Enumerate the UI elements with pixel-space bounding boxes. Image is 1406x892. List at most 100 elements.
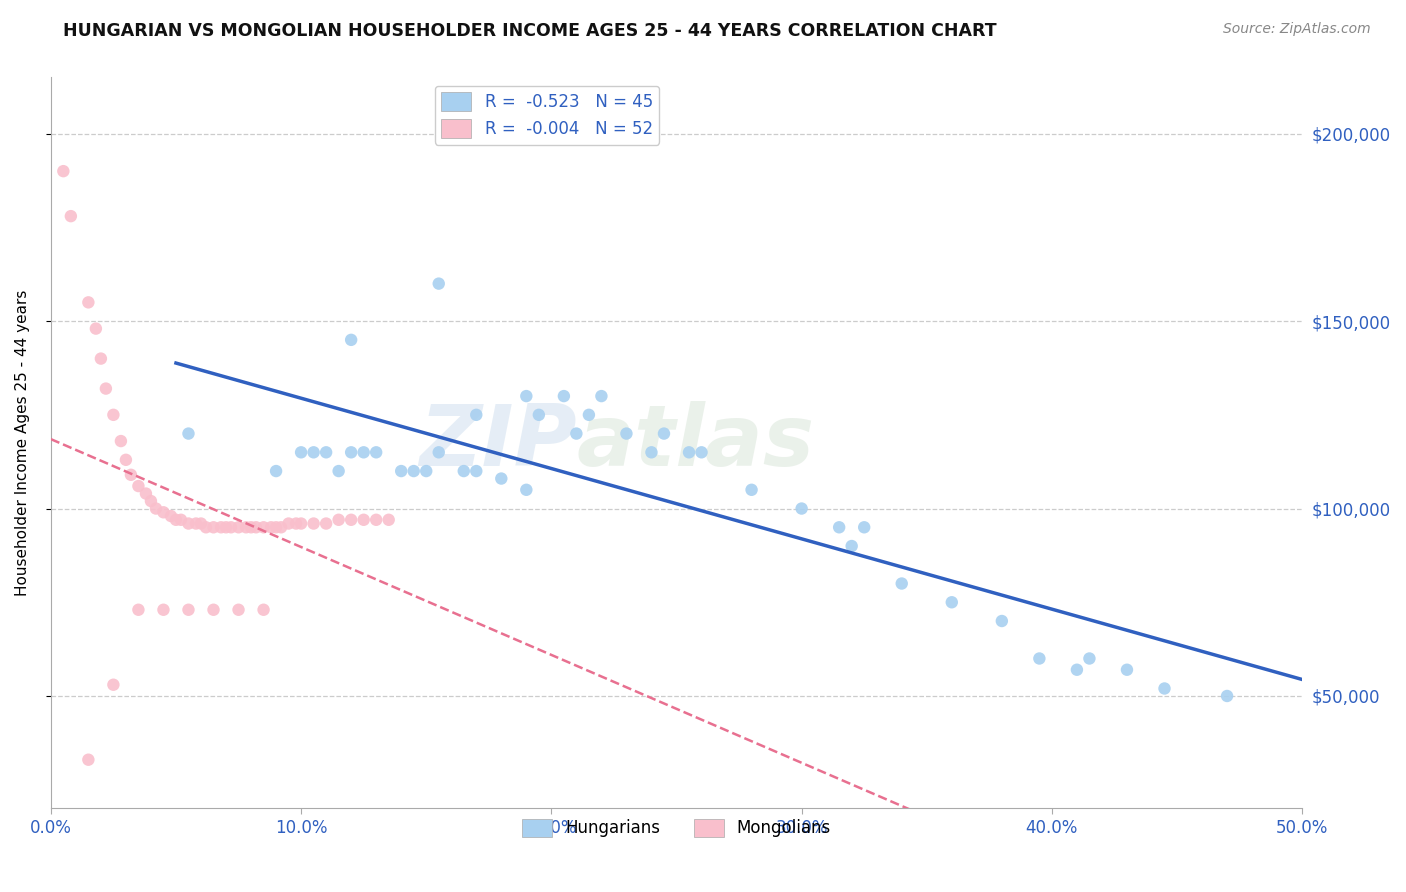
Text: ZIP: ZIP: [419, 401, 576, 484]
Point: [515, 483, 537, 497]
Point: [145, 501, 167, 516]
Point: [991, 614, 1014, 628]
Point: [202, 603, 225, 617]
Point: [184, 516, 207, 531]
Point: [84, 321, 107, 335]
Point: [245, 520, 267, 534]
Point: [90, 351, 112, 366]
Point: [277, 516, 299, 531]
Point: [402, 464, 425, 478]
Point: [366, 513, 388, 527]
Point: [228, 520, 250, 534]
Point: [152, 603, 174, 617]
Point: [515, 389, 537, 403]
Point: [315, 445, 337, 459]
Point: [790, 501, 813, 516]
Point: [270, 520, 292, 534]
Point: [328, 464, 350, 478]
Point: [115, 452, 138, 467]
Point: [209, 520, 232, 534]
Text: atlas: atlas: [576, 401, 814, 484]
Point: [77, 753, 100, 767]
Point: [527, 408, 550, 422]
Point: [302, 516, 325, 531]
Point: [59, 209, 82, 223]
Point: [219, 520, 242, 534]
Point: [453, 464, 475, 478]
Point: [366, 445, 388, 459]
Point: [553, 389, 575, 403]
Point: [353, 513, 375, 527]
Legend: Hungarians, Mongolians: Hungarians, Mongolians: [515, 812, 838, 844]
Point: [190, 516, 212, 531]
Point: [252, 520, 274, 534]
Point: [170, 513, 193, 527]
Point: [139, 494, 162, 508]
Point: [340, 333, 363, 347]
Point: [228, 603, 250, 617]
Point: [389, 464, 412, 478]
Point: [52, 164, 75, 178]
Point: [678, 445, 700, 459]
Point: [616, 426, 638, 441]
Point: [177, 516, 200, 531]
Point: [828, 520, 851, 534]
Point: [315, 516, 337, 531]
Point: [591, 389, 613, 403]
Point: [127, 479, 149, 493]
Point: [640, 445, 662, 459]
Point: [578, 408, 600, 422]
Point: [491, 471, 513, 485]
Point: [160, 509, 183, 524]
Point: [290, 445, 312, 459]
Point: [110, 434, 132, 448]
Point: [260, 520, 283, 534]
Point: [135, 486, 157, 500]
Point: [328, 513, 350, 527]
Point: [215, 520, 238, 534]
Point: [377, 513, 399, 527]
Point: [427, 445, 450, 459]
Point: [290, 516, 312, 531]
Point: [690, 445, 713, 459]
Point: [890, 576, 912, 591]
Point: [103, 408, 125, 422]
Point: [1078, 651, 1101, 665]
Text: HUNGARIAN VS MONGOLIAN HOUSEHOLDER INCOME AGES 25 - 44 YEARS CORRELATION CHART: HUNGARIAN VS MONGOLIAN HOUSEHOLDER INCOM…: [63, 22, 997, 40]
Point: [1216, 689, 1239, 703]
Point: [652, 426, 675, 441]
Point: [177, 426, 200, 441]
Point: [1116, 663, 1139, 677]
Point: [252, 603, 274, 617]
Text: Source: ZipAtlas.com: Source: ZipAtlas.com: [1223, 22, 1371, 37]
Point: [264, 464, 287, 478]
Point: [264, 520, 287, 534]
Point: [94, 382, 117, 396]
Point: [841, 539, 863, 553]
Point: [120, 467, 142, 482]
Point: [103, 678, 125, 692]
Point: [152, 505, 174, 519]
Point: [465, 464, 488, 478]
Point: [177, 603, 200, 617]
Point: [165, 513, 187, 527]
Point: [340, 513, 363, 527]
Point: [1153, 681, 1175, 696]
Point: [565, 426, 588, 441]
Point: [240, 520, 263, 534]
Point: [285, 516, 308, 531]
Point: [195, 520, 218, 534]
Point: [353, 445, 375, 459]
Point: [853, 520, 876, 534]
Point: [741, 483, 763, 497]
Point: [340, 445, 363, 459]
Point: [302, 445, 325, 459]
Point: [202, 520, 225, 534]
Point: [1066, 663, 1088, 677]
Point: [427, 277, 450, 291]
Point: [415, 464, 437, 478]
Point: [235, 520, 257, 534]
Point: [127, 603, 149, 617]
Point: [941, 595, 963, 609]
Y-axis label: Householder Income Ages 25 - 44 years: Householder Income Ages 25 - 44 years: [15, 290, 30, 596]
